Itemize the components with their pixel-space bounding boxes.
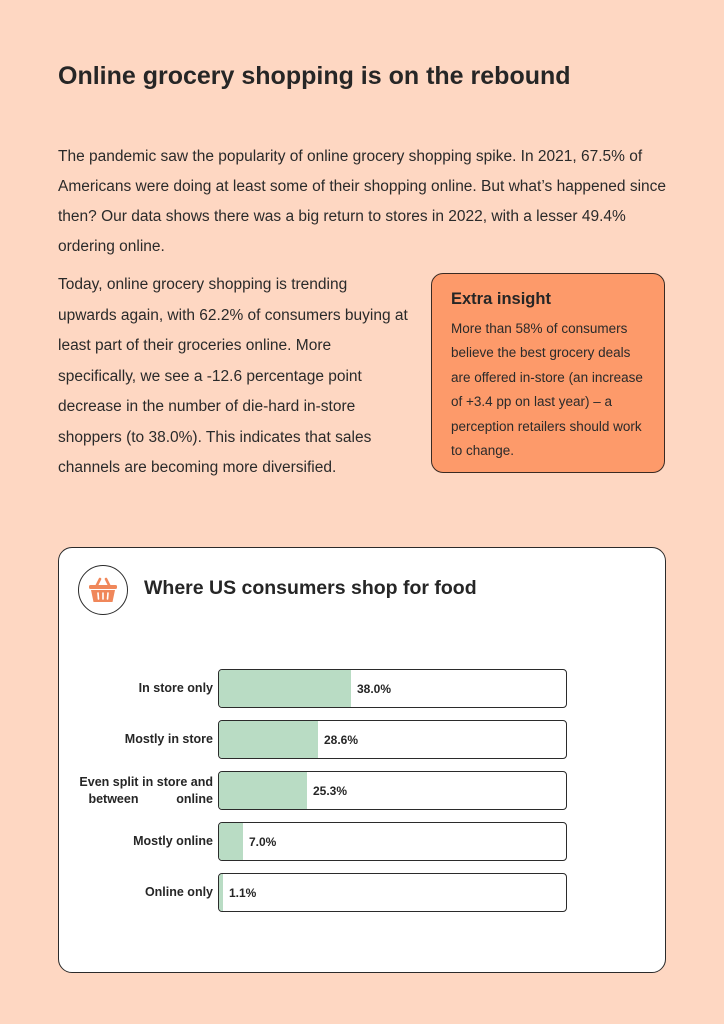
chart-row: In store only 38.0%: [59, 669, 665, 708]
extra-insight-box: Extra insight More than 58% of consumers…: [431, 273, 665, 473]
bar: [219, 874, 223, 911]
bar-track: 38.0%: [218, 669, 567, 708]
chart-row: Mostly in store 28.6%: [59, 720, 665, 759]
bar-value-label: 38.0%: [357, 681, 392, 696]
category-label-line: In store only: [138, 681, 213, 695]
chart-title: Where US consumers shop for food: [144, 577, 477, 599]
intro-paragraph: The pandemic saw the popularity of onlin…: [58, 148, 667, 255]
chart-row: Mostly online 7.0%: [59, 822, 665, 861]
page-title: Online grocery shopping is on the reboun…: [58, 62, 571, 90]
bar-track: 28.6%: [218, 720, 567, 759]
bar: [219, 721, 318, 758]
chart-row: Online only 1.1%: [59, 873, 665, 912]
category-label: Mostly online: [63, 822, 213, 861]
chart-card: Where US consumers shop for food In stor…: [58, 547, 666, 973]
bar-value-label: 1.1%: [229, 885, 257, 900]
bar: [219, 670, 351, 707]
bar-value-label: 7.0%: [249, 834, 277, 849]
bar-track: 7.0%: [218, 822, 567, 861]
category-label-line: Mostly in store: [124, 732, 213, 746]
bar: [219, 823, 243, 860]
category-label: Online only: [63, 873, 213, 912]
category-label: Even split between in store and online: [63, 771, 213, 810]
bar-value-label: 28.6%: [324, 732, 359, 747]
bar-track: 25.3%: [218, 771, 567, 810]
category-label: In store only: [63, 669, 213, 708]
basket-icon: [78, 565, 128, 615]
category-label-line: in store and online: [142, 774, 213, 806]
trend-paragraph: Today, online grocery shopping is trendi…: [58, 276, 408, 476]
bar-chart: In store only 38.0% Mostly in store 28.6% Ev…: [59, 548, 665, 972]
bar: [219, 772, 307, 809]
category-label-line: Mostly online: [133, 834, 213, 848]
category-label-line: Even split between: [79, 774, 139, 806]
bar-track: 1.1%: [218, 873, 567, 912]
category-label: Mostly in store: [63, 720, 213, 759]
chart-row: Even split between in store and online 25.…: [59, 771, 665, 810]
bar-value-label: 25.3%: [313, 783, 348, 798]
insight-body: More than 58% of consumers believe the b…: [451, 321, 643, 459]
category-label-line: Online only: [144, 885, 213, 899]
insight-title: Extra insight: [451, 290, 551, 308]
